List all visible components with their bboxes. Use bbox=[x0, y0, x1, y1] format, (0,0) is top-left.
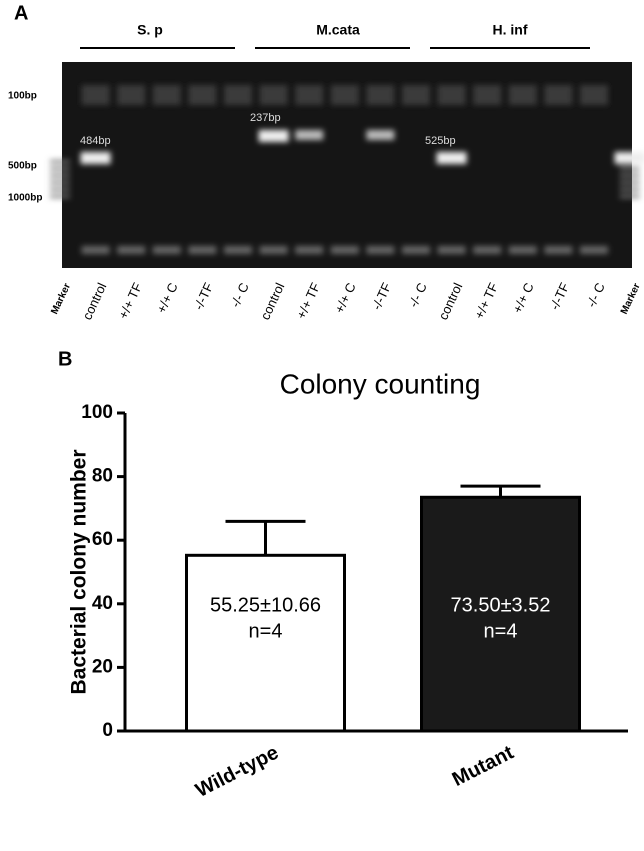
well-band bbox=[402, 246, 430, 254]
smear bbox=[152, 85, 181, 105]
well-band bbox=[295, 246, 324, 254]
value-label: 73.50±3.52 bbox=[451, 594, 551, 616]
bar bbox=[185, 553, 346, 733]
lane-label: -/- C bbox=[584, 280, 608, 309]
well-band bbox=[473, 246, 502, 254]
value-label: 55.25±10.66 bbox=[210, 594, 321, 616]
size-marker: 100bp bbox=[8, 91, 37, 102]
y-tick-label: 0 bbox=[102, 720, 113, 741]
well-band bbox=[188, 246, 217, 254]
lane-label: -/-TF bbox=[191, 280, 217, 312]
lane-label: +/+ TF bbox=[471, 280, 501, 321]
well-band bbox=[366, 246, 395, 254]
smear bbox=[366, 85, 395, 105]
smear bbox=[437, 85, 466, 105]
well-band bbox=[330, 246, 359, 254]
marker-band bbox=[619, 188, 640, 191]
x-tick-label: Mutant bbox=[449, 741, 518, 791]
group-label: H. inf bbox=[493, 22, 528, 38]
well-band bbox=[544, 246, 573, 254]
band bbox=[614, 152, 644, 164]
band-label: 237bp bbox=[250, 112, 281, 124]
lane-label: +/+ C bbox=[332, 280, 359, 315]
lane-label: +/+ TF bbox=[115, 280, 145, 321]
y-tick-label: 60 bbox=[92, 529, 113, 550]
well-band bbox=[117, 246, 146, 254]
smear bbox=[81, 85, 110, 105]
lane-label: -/- C bbox=[406, 280, 430, 309]
marker-band bbox=[619, 167, 640, 170]
smear bbox=[473, 85, 502, 105]
lane-label: Marker bbox=[619, 282, 643, 316]
size-marker: 1000bp bbox=[8, 193, 42, 204]
x-tick-label: Wild-type bbox=[192, 742, 282, 802]
lane-label: control bbox=[257, 280, 287, 322]
smear bbox=[508, 85, 537, 105]
well-band bbox=[259, 246, 288, 254]
marker-band bbox=[50, 174, 70, 177]
lane-label: +/+ C bbox=[154, 280, 181, 315]
annotation: n=4 bbox=[484, 620, 518, 642]
well-band bbox=[152, 246, 181, 254]
lane-label: +/+ TF bbox=[293, 280, 323, 321]
lane-label: -/-TF bbox=[547, 280, 573, 312]
marker-band bbox=[50, 188, 70, 191]
lane-label: +/+ C bbox=[510, 280, 537, 315]
y-tick-label: 40 bbox=[92, 593, 113, 614]
size-marker: 500bp bbox=[8, 161, 37, 172]
y-axis-label: Bacterial colony number bbox=[68, 449, 91, 694]
smear bbox=[188, 85, 217, 105]
lane-label: control bbox=[79, 280, 109, 322]
chart-title: Colony counting bbox=[280, 368, 481, 399]
band bbox=[436, 152, 467, 164]
band bbox=[80, 152, 111, 164]
smear bbox=[544, 85, 573, 105]
lane-label: control bbox=[435, 280, 465, 322]
smear bbox=[259, 85, 288, 105]
well-band bbox=[224, 246, 252, 254]
marker-band bbox=[50, 167, 70, 170]
band bbox=[295, 130, 324, 140]
smear bbox=[224, 85, 252, 105]
lane-label: -/- C bbox=[228, 280, 252, 309]
marker-band bbox=[619, 195, 640, 198]
band bbox=[366, 130, 395, 140]
well-band bbox=[508, 246, 537, 254]
y-tick-label: 100 bbox=[81, 402, 113, 423]
marker-band bbox=[619, 174, 640, 177]
smear bbox=[402, 85, 430, 105]
well-band bbox=[81, 246, 110, 254]
lane-label: Marker bbox=[49, 282, 73, 316]
panel-label: B bbox=[58, 348, 72, 370]
band-label: 484bp bbox=[80, 135, 111, 147]
band bbox=[258, 130, 289, 142]
marker-band bbox=[50, 181, 70, 184]
smear bbox=[580, 85, 608, 105]
group-label: M.cata bbox=[316, 22, 360, 38]
bar bbox=[420, 495, 581, 733]
y-tick-label: 80 bbox=[92, 466, 113, 487]
panel-label: A bbox=[14, 2, 28, 24]
marker-band bbox=[50, 195, 70, 198]
group-label: S. p bbox=[137, 22, 163, 38]
y-tick-label: 20 bbox=[92, 656, 113, 677]
marker-band bbox=[50, 160, 70, 163]
smear bbox=[330, 85, 359, 105]
lane-label: -/-TF bbox=[369, 280, 395, 312]
smear bbox=[295, 85, 324, 105]
band-label: 525bp bbox=[425, 135, 456, 147]
well-band bbox=[437, 246, 466, 254]
well-band bbox=[580, 246, 608, 254]
marker-band bbox=[619, 181, 640, 184]
annotation: n=4 bbox=[249, 620, 283, 642]
smear bbox=[117, 85, 146, 105]
